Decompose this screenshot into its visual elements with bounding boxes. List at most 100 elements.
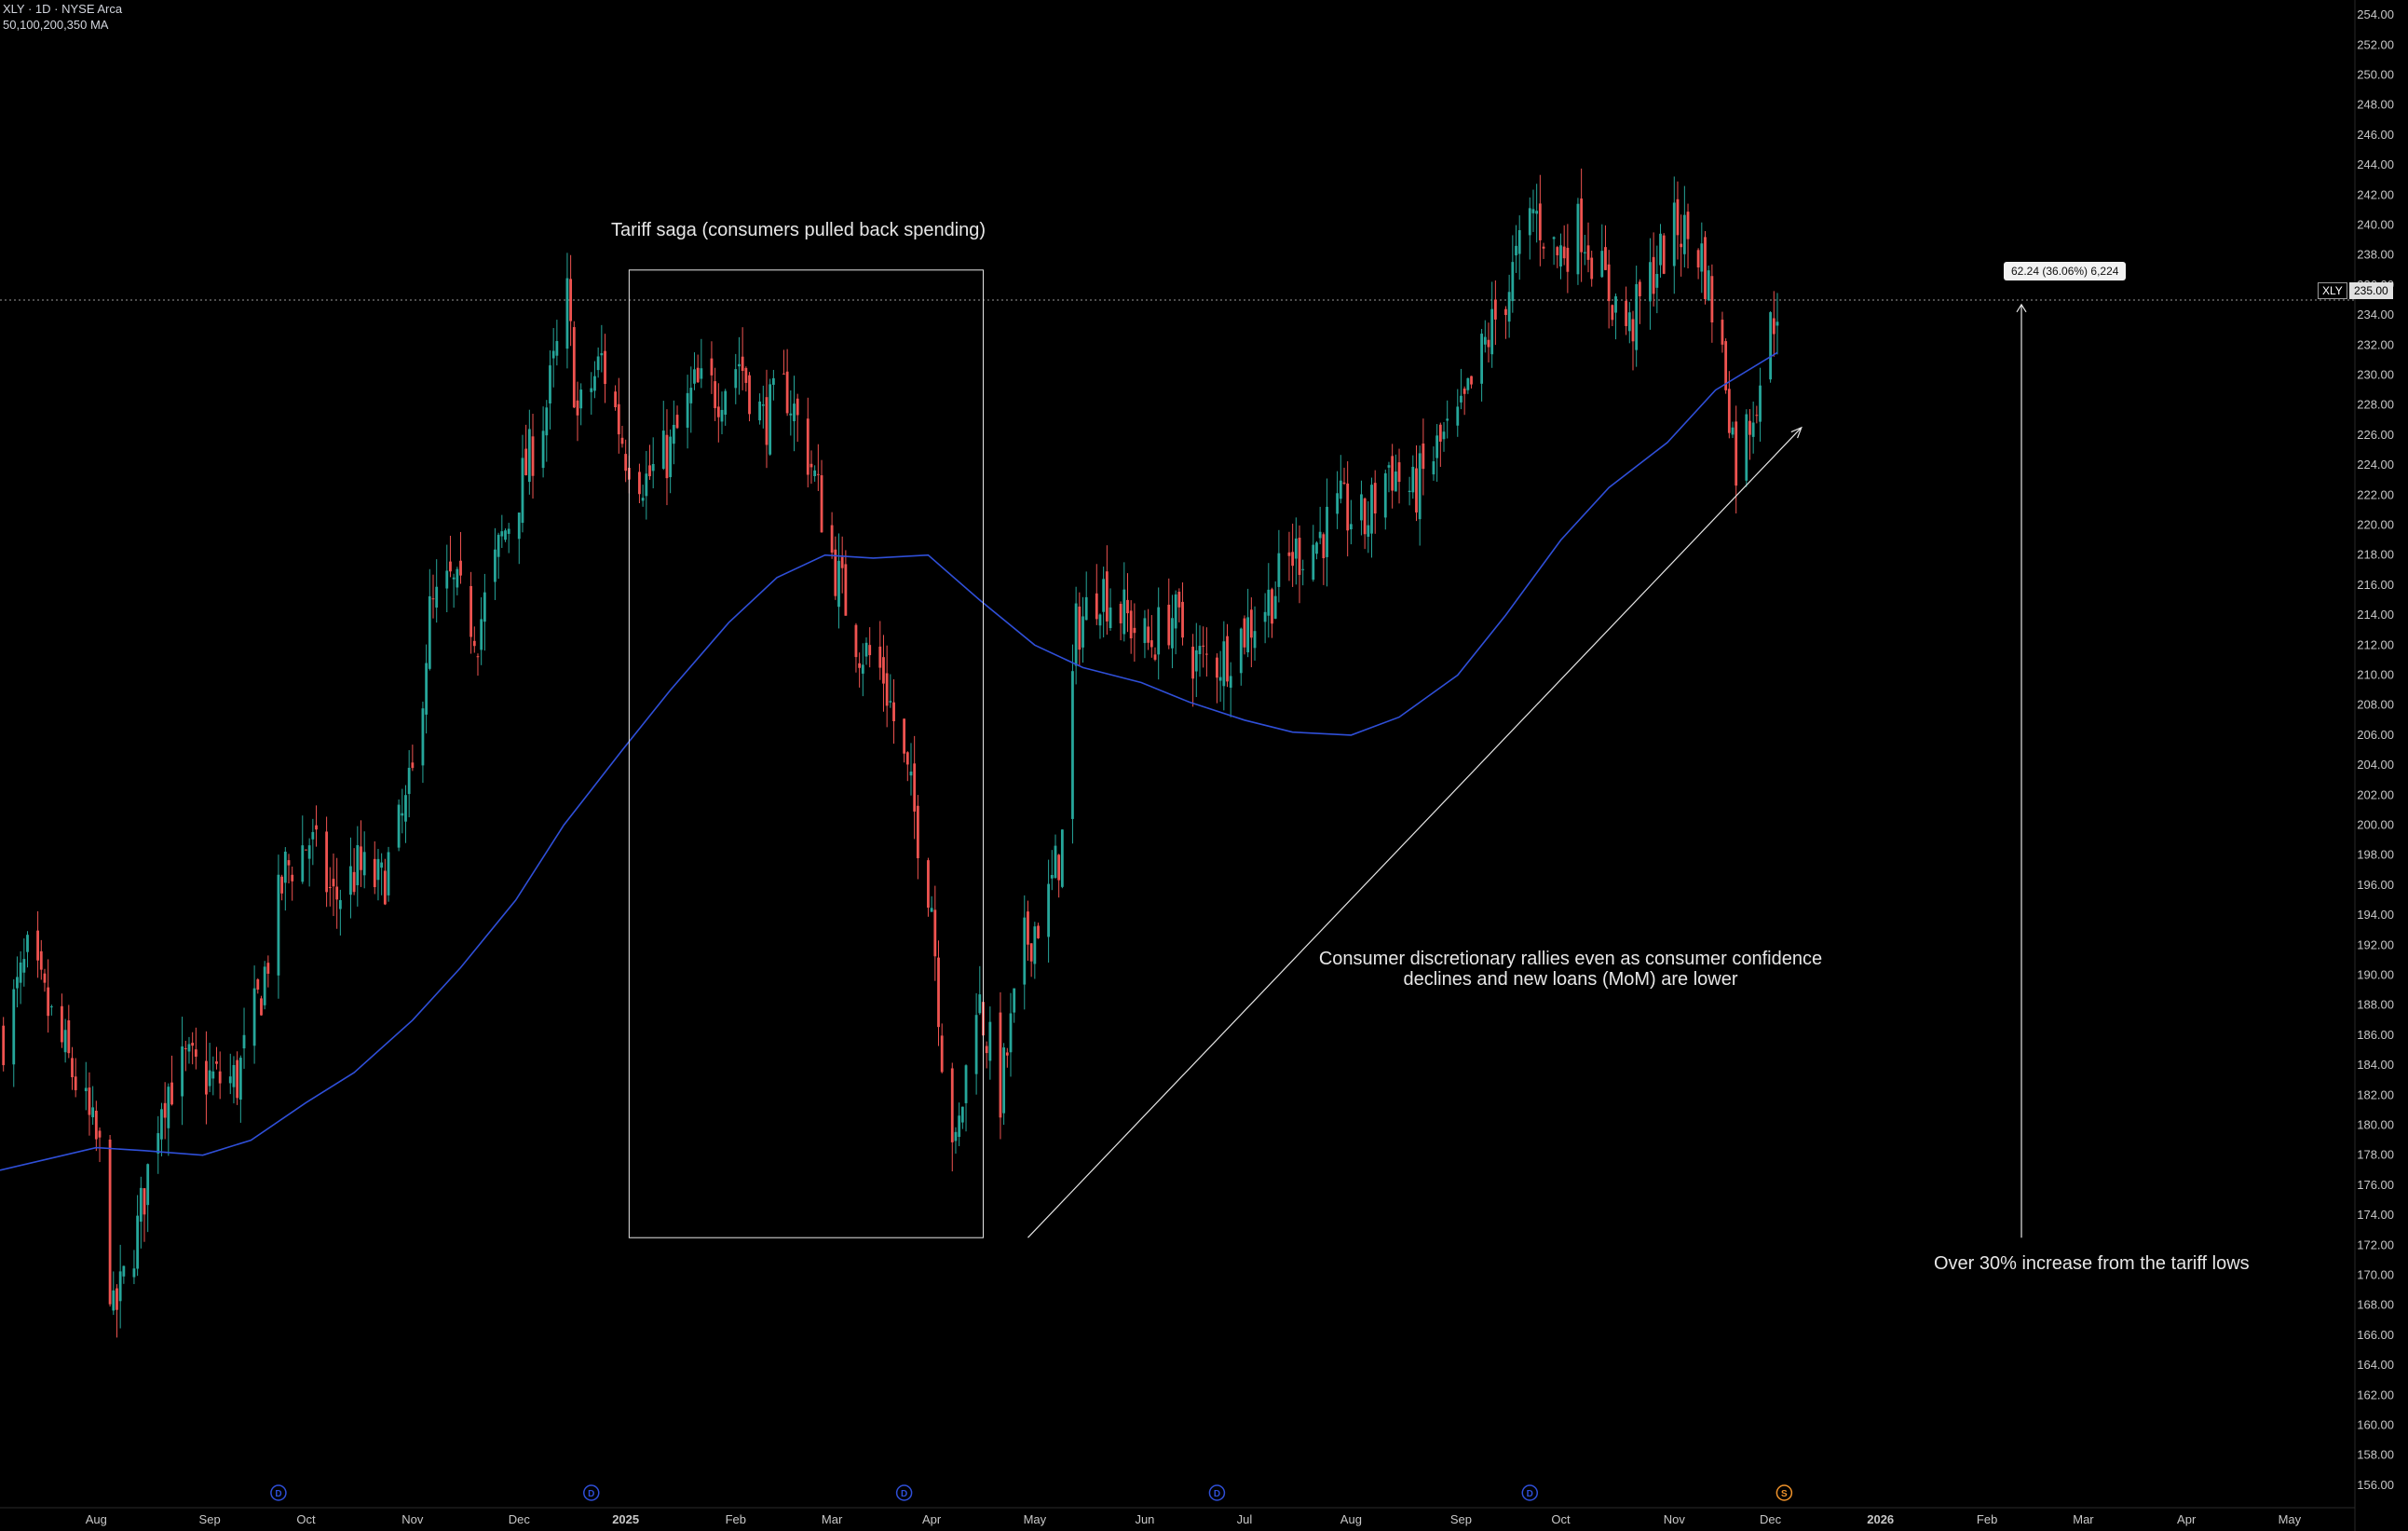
candle-body (1346, 483, 1350, 531)
candle-body (407, 767, 411, 795)
candle-body (950, 1068, 954, 1142)
price-tick-label: 196.00 (2357, 878, 2394, 892)
candle-body (1326, 506, 1328, 557)
candle-body (277, 874, 280, 976)
time-tick-label: 2026 (1867, 1512, 1894, 1526)
candle-body (1339, 480, 1342, 499)
price-tick-label: 190.00 (2357, 967, 2394, 981)
candle-body (421, 708, 425, 766)
candle-body (620, 437, 624, 444)
candle-body (1614, 296, 1617, 313)
candle-body (1147, 626, 1150, 643)
candle-body (837, 560, 840, 608)
rally-line-2: declines and new loans (MoM) are lower (1403, 969, 1738, 990)
candle-body (716, 406, 720, 417)
candle-body (999, 1012, 1002, 1118)
price-tick-label: 216.00 (2357, 578, 2394, 592)
price-tag-symbol: XLY (2318, 282, 2347, 299)
price-tick-label: 176.00 (2357, 1178, 2394, 1192)
candle-body (480, 619, 483, 650)
candle-body (1604, 247, 1607, 270)
candle-body (1755, 415, 1759, 417)
price-tick-label: 172.00 (2357, 1237, 2394, 1251)
candle-body (1291, 552, 1295, 567)
candle-body (494, 549, 497, 582)
candles (2, 168, 1779, 1338)
candle-body (1731, 427, 1735, 435)
price-tick-label: 234.00 (2357, 308, 2394, 321)
measure-arrow-head (2016, 303, 2027, 313)
candle-body (163, 1102, 167, 1118)
candle-body (1057, 854, 1061, 881)
price-tick-label: 250.00 (2357, 67, 2394, 81)
candle-body (208, 1070, 211, 1087)
moving-average-350 (0, 351, 1778, 1171)
candle-body (500, 531, 504, 537)
candle-body (1181, 601, 1184, 638)
price-tick-label: 210.00 (2357, 667, 2394, 681)
candle-body (1126, 599, 1129, 614)
candle-body (744, 367, 748, 383)
candle-body (67, 1019, 71, 1054)
candle-body (1704, 237, 1707, 299)
candle-body (1535, 211, 1539, 214)
candle-body (1301, 568, 1305, 570)
candle-body (228, 1076, 232, 1084)
candle-body (84, 1087, 88, 1091)
dividend-marker (1521, 1484, 1539, 1501)
candle-body (335, 886, 339, 900)
candle-body (1273, 595, 1277, 619)
increase-label[interactable]: Over 30% increase from the tariff lows (1934, 1253, 2250, 1274)
candle-body (1133, 627, 1136, 634)
candle-body (1383, 472, 1387, 518)
candle-body (1013, 988, 1016, 1013)
time-tick-label: Nov (1664, 1512, 1686, 1526)
candle-body (283, 851, 287, 883)
candle-body (194, 1049, 197, 1057)
candle-body (648, 465, 651, 477)
candle-body (301, 845, 305, 882)
candle-body (1109, 607, 1112, 628)
candle-body (476, 656, 480, 658)
candle-body (167, 1087, 170, 1128)
candle-body (816, 473, 820, 475)
candle-body (1198, 646, 1202, 655)
ma-legend[interactable]: 50,100,200,350 MA (3, 18, 109, 32)
tariff-box-label[interactable]: Tariff saga (consumers pulled back spend… (611, 220, 986, 240)
rally-annotation[interactable]: Consumer discretionary rallies even as c… (1272, 949, 1869, 990)
price-tick-label: 220.00 (2357, 517, 2394, 531)
candle-body (360, 846, 362, 870)
time-tick-label: Jul (1237, 1512, 1253, 1526)
candle-body (71, 1058, 74, 1078)
candle-body (889, 701, 892, 703)
candle-body (545, 407, 549, 436)
candle-body (593, 376, 596, 391)
candle-body (1511, 262, 1515, 302)
event-marker-label: D (901, 1489, 907, 1499)
candle-body (1680, 243, 1683, 248)
candle-body (1023, 917, 1027, 985)
time-tick-label: Dec (509, 1512, 531, 1526)
candle-body (1493, 299, 1497, 320)
candle-body (1202, 645, 1205, 647)
candle-body (541, 431, 545, 469)
candle-body (1775, 321, 1779, 326)
candle-body (118, 1271, 122, 1302)
candle-body (590, 388, 593, 392)
time-tick-label: Feb (726, 1512, 746, 1526)
candle-body (39, 950, 43, 970)
candle-body (1638, 281, 1641, 296)
candle-body (868, 645, 872, 656)
measure-label[interactable]: 62.24 (36.06%) 6,224 (2004, 262, 2127, 280)
candle-body (916, 805, 919, 859)
candle-body (1060, 829, 1064, 887)
candle-body (236, 1059, 239, 1099)
candle-body (1631, 319, 1635, 342)
price-tick-label: 254.00 (2357, 7, 2394, 21)
candle-body (1167, 604, 1171, 646)
candle-body (813, 470, 817, 477)
candle-body (1649, 262, 1652, 302)
candle-body (765, 397, 769, 445)
candle-body (428, 595, 431, 669)
